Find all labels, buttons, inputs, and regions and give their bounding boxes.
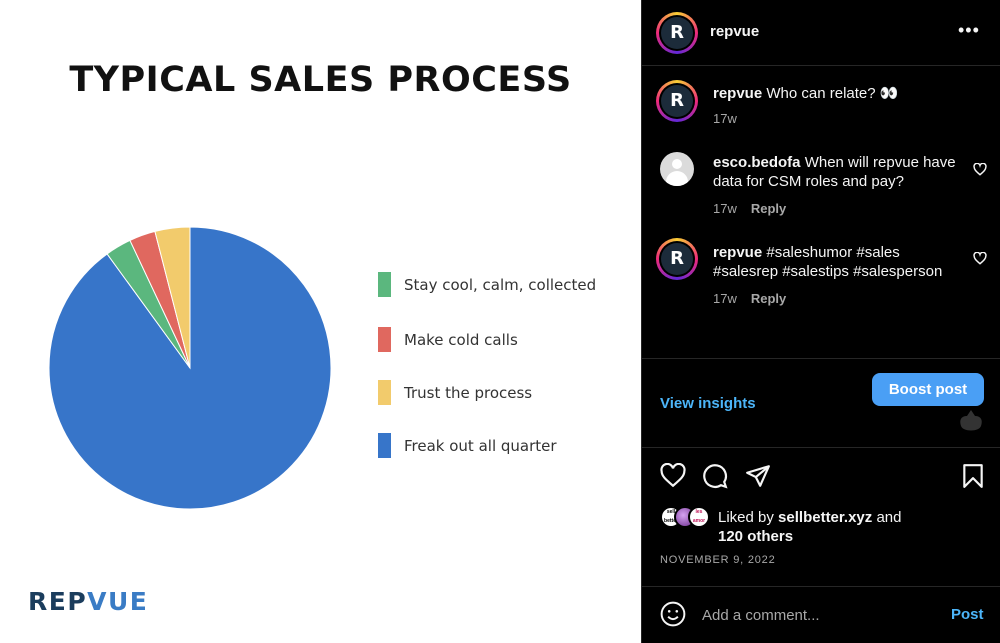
pie-slice-trust-the-process: [154, 226, 191, 369]
comment: esco.bedofa When will repvue have data f…: [713, 153, 963, 191]
comment-time[interactable]: 17w: [713, 291, 737, 306]
more-horizontal-icon[interactable]: •••: [958, 20, 980, 40]
pie-chart: [48, 226, 332, 510]
legend-label: Make cold calls: [404, 331, 518, 349]
divider: [642, 447, 1000, 448]
logo-text-dark: REP: [28, 587, 88, 616]
legend-label: Freak out all quarter: [404, 437, 557, 455]
divider: [642, 586, 1000, 587]
liked-by-others[interactable]: 120 others: [718, 528, 794, 545]
liked-by-and: and: [876, 509, 902, 526]
avatar-letter: R: [661, 17, 693, 49]
caption-meta: 17w: [713, 111, 737, 126]
reply-button[interactable]: Reply: [750, 201, 787, 216]
liked-by-prefix: Liked by: [718, 509, 774, 526]
legend-label: Trust the process: [404, 384, 533, 402]
repvue-logo: REPVUE: [28, 587, 148, 616]
boost-post-button[interactable]: Boost post: [872, 373, 984, 406]
post-image: TYPICAL SALES PROCESS Stay cool, calm, c…: [0, 0, 641, 643]
comment-username[interactable]: esco.bedofa: [713, 154, 801, 171]
post-comment-button[interactable]: Post: [951, 606, 984, 623]
commenter-avatar[interactable]: R: [656, 238, 698, 280]
reply-button[interactable]: Reply: [750, 291, 787, 306]
like-comment-heart-icon[interactable]: [973, 252, 987, 265]
commenter-avatar[interactable]: [660, 152, 694, 186]
comment: repvue #saleshumor #sales #salesrep #sal…: [713, 243, 963, 281]
avatar-letter: R: [661, 243, 693, 275]
caption-text: Who can relate? 👀: [766, 85, 899, 102]
comment-text: When will repvue have data for CSM roles…: [713, 154, 956, 190]
liked-by-text: Liked by sellbetter.xyz and 120 others: [718, 508, 978, 546]
liked-by-user[interactable]: sellbetter.xyz: [778, 509, 873, 526]
liked-by-avatars[interactable]: sell better les amor: [660, 506, 716, 528]
legend-swatch: [378, 272, 391, 297]
divider: [642, 358, 1000, 359]
save-bookmark-icon[interactable]: [960, 463, 986, 489]
caption-avatar[interactable]: R: [656, 80, 698, 122]
like-heart-icon[interactable]: [660, 463, 686, 489]
comment-meta: 17w Reply: [713, 201, 786, 216]
divider: [642, 65, 1000, 66]
legend-swatch: [378, 327, 391, 352]
comment-text: #saleshumor #sales #salesrep #salestips …: [713, 244, 943, 280]
header-username[interactable]: repvue: [710, 23, 760, 40]
post-date[interactable]: NOVEMBER 9, 2022: [660, 554, 776, 566]
legend-swatch: [378, 433, 391, 458]
caption-username[interactable]: repvue: [713, 85, 763, 102]
caption: repvue Who can relate? 👀: [713, 84, 963, 103]
comment-bubble-icon[interactable]: [702, 463, 728, 489]
post-side-panel: R repvue ••• R repvue Who can relate? 👀 …: [642, 0, 1000, 643]
comment-time[interactable]: 17w: [713, 201, 737, 216]
emoji-icon[interactable]: [660, 601, 686, 627]
boost-indicator-icon: [960, 410, 982, 431]
logo-text-accent: VUE: [87, 587, 149, 616]
comment-username[interactable]: repvue: [713, 244, 763, 261]
panel-divider: [641, 0, 642, 643]
share-paper-plane-icon[interactable]: [745, 463, 771, 489]
liker-avatar: les amor: [688, 506, 710, 528]
view-insights-link[interactable]: View insights: [660, 395, 756, 412]
comment-meta: 17w Reply: [713, 291, 786, 306]
add-comment-input[interactable]: [702, 603, 932, 627]
chart-title: TYPICAL SALES PROCESS: [69, 60, 572, 100]
legend-swatch: [378, 380, 391, 405]
like-comment-heart-icon[interactable]: [973, 163, 987, 176]
avatar-letter: R: [661, 85, 693, 117]
caption-time[interactable]: 17w: [713, 111, 737, 126]
legend-label: Stay cool, calm, collected: [404, 276, 597, 294]
profile-avatar[interactable]: R: [656, 12, 698, 54]
